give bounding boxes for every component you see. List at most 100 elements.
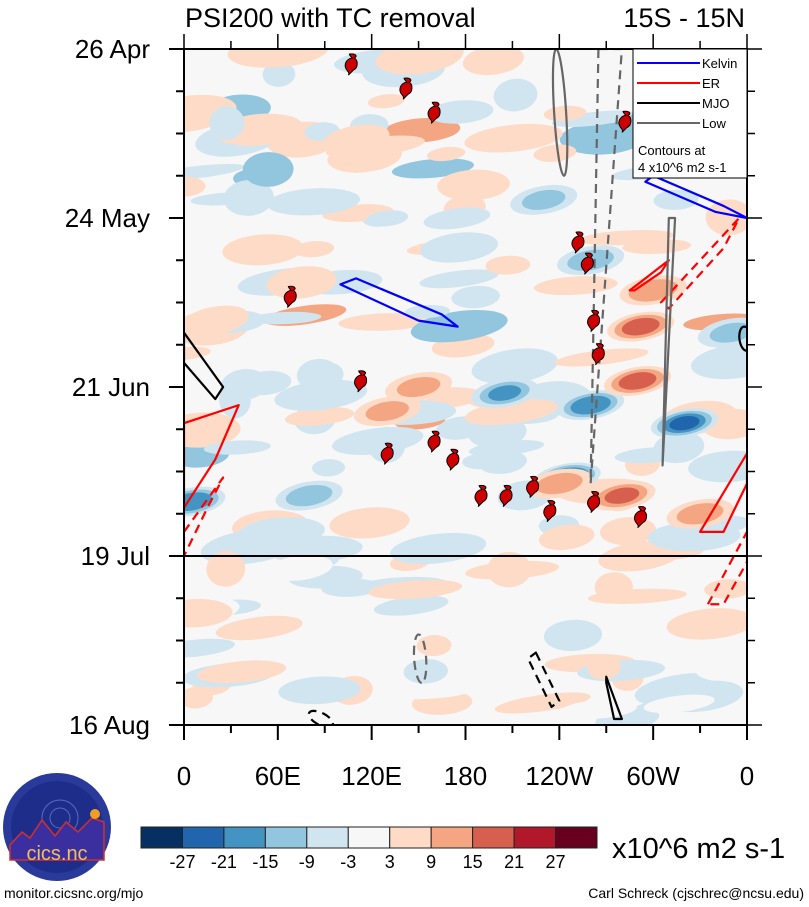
x-tick-label: 60W [626, 761, 680, 791]
tropical-cyclone-icon [499, 484, 513, 507]
x-tick-label: 0 [740, 761, 754, 791]
anomaly-patch [410, 309, 508, 343]
anomaly-blob [676, 503, 724, 525]
tropical-cyclone-icon [474, 484, 488, 507]
anomaly-patch [368, 579, 463, 600]
y-tick-label: 16 Aug [69, 710, 150, 740]
anomaly-patch [266, 555, 333, 581]
anomaly-blob [322, 124, 390, 155]
anomaly-patch [533, 144, 577, 162]
anomaly-patch [705, 199, 747, 236]
anomaly-patch [184, 176, 206, 197]
anomaly-patch [274, 379, 368, 411]
anomaly-patch [262, 61, 296, 87]
colorbar-label: 15 [463, 852, 483, 872]
anomaly-blob [604, 487, 640, 504]
anomaly-patch [293, 240, 335, 258]
anomaly-blob [570, 395, 611, 415]
anomaly-patch [690, 343, 747, 380]
anomaly-patch [405, 304, 450, 318]
tc-glyph [427, 430, 441, 453]
tropical-cyclone-icon [587, 490, 601, 514]
er-contour [698, 452, 747, 533]
tropical-cyclone-icon [427, 101, 441, 124]
tropical-cyclone-icon [344, 53, 358, 76]
anomaly-patch [599, 517, 657, 546]
anomaly-patch [266, 266, 337, 299]
tropical-cyclone-icon [634, 506, 648, 529]
x-tick-label: 0 [177, 761, 191, 791]
colorbar-swatch [306, 826, 349, 849]
mjo-contour [184, 331, 225, 401]
x-tick-label: 60E [255, 761, 301, 791]
anomaly-patch [486, 551, 532, 588]
anomaly-patch [184, 412, 241, 448]
anomaly-blob [521, 189, 566, 210]
tc-glyph [526, 475, 540, 498]
anomaly-patch [373, 595, 449, 616]
anomaly-patch [694, 653, 747, 683]
anomaly-patch [427, 100, 494, 124]
anomaly-patch [206, 551, 246, 587]
anomaly-patch [420, 232, 499, 263]
anomaly-patch [367, 94, 405, 109]
low-contour [661, 216, 677, 467]
anomaly-patch [688, 450, 747, 483]
anomaly-patch [338, 313, 432, 331]
colorbar-units: x10^6 m2 s-1 [612, 833, 785, 865]
legend-label-kelvin: Kelvin [702, 56, 737, 71]
colorbar-label: 9 [426, 852, 436, 872]
tropical-cyclone-icon [526, 475, 540, 498]
anomaly-patch [653, 189, 699, 210]
tropical-cyclone-icon [618, 110, 632, 133]
legend-label-low: Low [702, 116, 726, 131]
tc-glyph [543, 500, 557, 523]
anomaly-patch [278, 676, 361, 705]
anomaly-patch [266, 188, 361, 216]
anomaly-patch [184, 686, 214, 709]
anomaly-blob [488, 385, 522, 401]
colorbar-swatch [264, 826, 308, 849]
tropical-cyclone-icon [571, 231, 585, 254]
y-tick-label: 26 Apr [75, 34, 151, 64]
anomaly-patch [242, 152, 294, 187]
anomaly-patch [203, 440, 271, 455]
tc-glyph [283, 285, 297, 308]
anomaly-blob [621, 317, 660, 336]
anomaly-patch [587, 655, 621, 680]
anomaly-patch [464, 123, 563, 153]
tc-glyph [399, 77, 413, 100]
anomaly-patch [666, 608, 747, 640]
anomaly-patch [284, 406, 355, 426]
anomaly-blob [396, 376, 441, 398]
colorbar-label: 3 [385, 852, 395, 872]
anomaly-patch [471, 348, 558, 384]
logo-text: cics.nc [26, 843, 87, 865]
er-contour [628, 259, 670, 292]
anomaly-patch [493, 78, 538, 112]
low-contour [412, 633, 428, 684]
colorbar-swatch [555, 826, 598, 849]
x-tick-label: 120E [341, 761, 402, 791]
tropical-cyclone-icon [580, 252, 594, 275]
anomaly-patch [332, 426, 424, 455]
tc-glyph [354, 370, 368, 393]
colorbar-label: -15 [252, 852, 278, 872]
anomaly-patch [551, 110, 636, 128]
footer-credit: Carl Schreck (cjschrec@ncsu.edu) [588, 885, 804, 901]
mjo-contour [605, 675, 623, 721]
colorbar-label: -21 [211, 852, 237, 872]
anomaly-patch [462, 49, 524, 76]
footer-url[interactable]: monitor.cicsnc.org/mjo [4, 885, 143, 901]
anomaly-patch [419, 269, 499, 289]
axes: 0 60E 120E 180 120W 60W 0 26 Apr 24 May 21 Jun 19 … [65, 34, 762, 791]
anomaly-patch [223, 179, 274, 216]
anomaly-patch [614, 447, 689, 464]
kelvin-contour [339, 277, 459, 328]
tropical-cyclone-icon [399, 77, 413, 100]
anomaly-patch [426, 146, 466, 162]
anomaly-patch [184, 638, 235, 658]
tc-glyph [474, 484, 488, 507]
tropical-cyclone-icon [587, 309, 601, 332]
anomaly-patch [375, 49, 464, 75]
